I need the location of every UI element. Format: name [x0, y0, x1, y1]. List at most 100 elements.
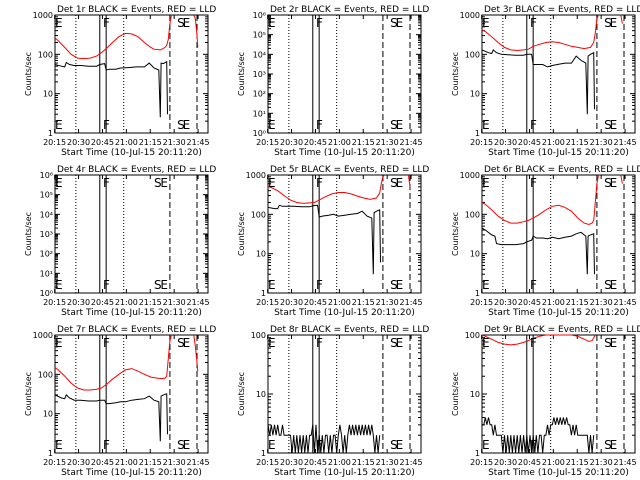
marker-e-top: E: [55, 336, 63, 350]
marker-f: F: [103, 278, 110, 292]
y-tick-label: 10³: [40, 230, 53, 239]
marker-s: S: [390, 438, 398, 452]
x-tick-label: 21:00: [542, 458, 565, 467]
x-tick-label: 21:30: [163, 458, 186, 467]
marker-e-end-top: E: [160, 176, 168, 190]
x-tick-label: 21:15: [352, 138, 375, 147]
y-axis-label: Counts/sec: [24, 372, 33, 416]
marker-s: S: [390, 278, 398, 292]
x-tick-label: 21:30: [590, 298, 613, 307]
marker-e-end: E: [396, 118, 404, 132]
plot-frame: [54, 174, 209, 294]
x-tick-label: 21:30: [376, 298, 399, 307]
x-tick-label: 20:30: [67, 138, 90, 147]
y-tick-label: 1000: [460, 171, 480, 180]
marker-e: E: [55, 438, 63, 452]
marker-e-top: E: [55, 16, 63, 30]
y-axis-label: Counts/sec: [237, 372, 246, 416]
marker-e-end-top: E: [610, 336, 618, 350]
series-events: [267, 204, 381, 275]
marker-e: E: [482, 278, 490, 292]
x-tick-label: 20:15: [470, 458, 493, 467]
x-tick-label: 20:45: [91, 298, 114, 307]
x-tick-label: 20:15: [43, 458, 66, 467]
x-tick-label: 21:45: [187, 298, 210, 307]
series-events: [54, 60, 168, 118]
x-axis-label: Start Time (10-Jul-15 20:11:20): [274, 308, 415, 318]
x-tick-label: 21:15: [566, 138, 589, 147]
x-tick-label: 21:45: [400, 298, 423, 307]
x-tick-label: 21:00: [542, 138, 565, 147]
marker-f: F: [530, 118, 537, 132]
y-tick-label: 1: [261, 289, 266, 298]
y-tick-label: 1: [475, 449, 480, 458]
y-tick-label: 1: [475, 289, 480, 298]
marker-e-end: E: [396, 278, 404, 292]
series-lld: [267, 174, 385, 204]
y-tick-label: 10³: [253, 70, 266, 79]
y-tick-label: 10⁶: [253, 11, 266, 20]
x-tick-label: 20:45: [304, 138, 327, 147]
panel-title: Det 5r BLACK = Events, RED = LLD: [270, 165, 429, 175]
y-tick-label: 100: [465, 210, 480, 219]
attenuator-box: [99, 14, 107, 134]
series-lld: [481, 174, 599, 226]
marker-s-top: S: [154, 176, 162, 190]
marker-f-top: F: [103, 176, 110, 190]
x-tick-label: 21:15: [352, 298, 375, 307]
x-tick-label: 20:30: [494, 138, 517, 147]
marker-e: E: [268, 438, 276, 452]
y-axis-label: Counts/sec: [237, 52, 246, 96]
y-tick-label: 100: [465, 50, 480, 59]
panel-title: Det 1r BLACK = Events, RED = LLD: [57, 5, 216, 15]
x-tick-label: 20:45: [304, 298, 327, 307]
x-tick-label: 20:45: [91, 138, 114, 147]
attenuator-box: [526, 334, 534, 454]
x-axis-label: Start Time (10-Jul-15 20:11:20): [488, 148, 629, 158]
y-tick-label: 10: [256, 250, 266, 259]
series-lld-2: [407, 174, 411, 187]
series-events: [267, 424, 381, 454]
y-tick-label: 10: [470, 390, 480, 399]
marker-e-top: E: [482, 176, 490, 190]
x-tick-label: 21:45: [400, 138, 423, 147]
marker-s-top: S: [604, 336, 612, 350]
plot-frame: [481, 174, 636, 294]
plot-frame: [54, 334, 209, 454]
marker-e-end-top: E: [183, 16, 191, 30]
marker-f: F: [316, 438, 323, 452]
x-tick-label: 20:15: [256, 458, 279, 467]
marker-e-end: E: [396, 438, 404, 452]
y-axis-label: Counts/sec: [451, 372, 460, 416]
y-tick-label: 1: [48, 129, 53, 138]
marker-e-end: E: [160, 278, 168, 292]
x-tick-label: 21:00: [542, 298, 565, 307]
x-axis-label: Start Time (10-Jul-15 20:11:20): [61, 148, 202, 158]
marker-f-top: F: [316, 176, 323, 190]
marker-f-top: F: [316, 336, 323, 350]
marker-e-end-top: E: [396, 16, 404, 30]
x-tick-label: 20:45: [518, 298, 541, 307]
marker-e-end-top: E: [396, 336, 404, 350]
marker-e-top: E: [482, 336, 490, 350]
marker-s: S: [177, 118, 185, 132]
attenuator-box: [526, 174, 534, 294]
y-tick-label: 10⁴: [40, 210, 53, 219]
attenuator-box: [312, 174, 320, 294]
x-tick-label: 21:15: [139, 458, 162, 467]
marker-e-top: E: [482, 16, 490, 30]
series-events: [481, 49, 595, 115]
x-tick-label: 21:30: [590, 458, 613, 467]
series-lld: [481, 334, 596, 346]
marker-e-end-top: E: [183, 336, 191, 350]
y-tick-label: 10¹: [40, 269, 53, 278]
y-tick-label: 10²: [253, 90, 266, 99]
y-tick-label: 10: [256, 390, 266, 399]
panel-title: Det 3r BLACK = Events, RED = LLD: [484, 5, 640, 15]
y-tick-label: 10¹: [253, 109, 266, 118]
y-tick-label: 10: [43, 90, 53, 99]
series-events: [482, 417, 595, 454]
